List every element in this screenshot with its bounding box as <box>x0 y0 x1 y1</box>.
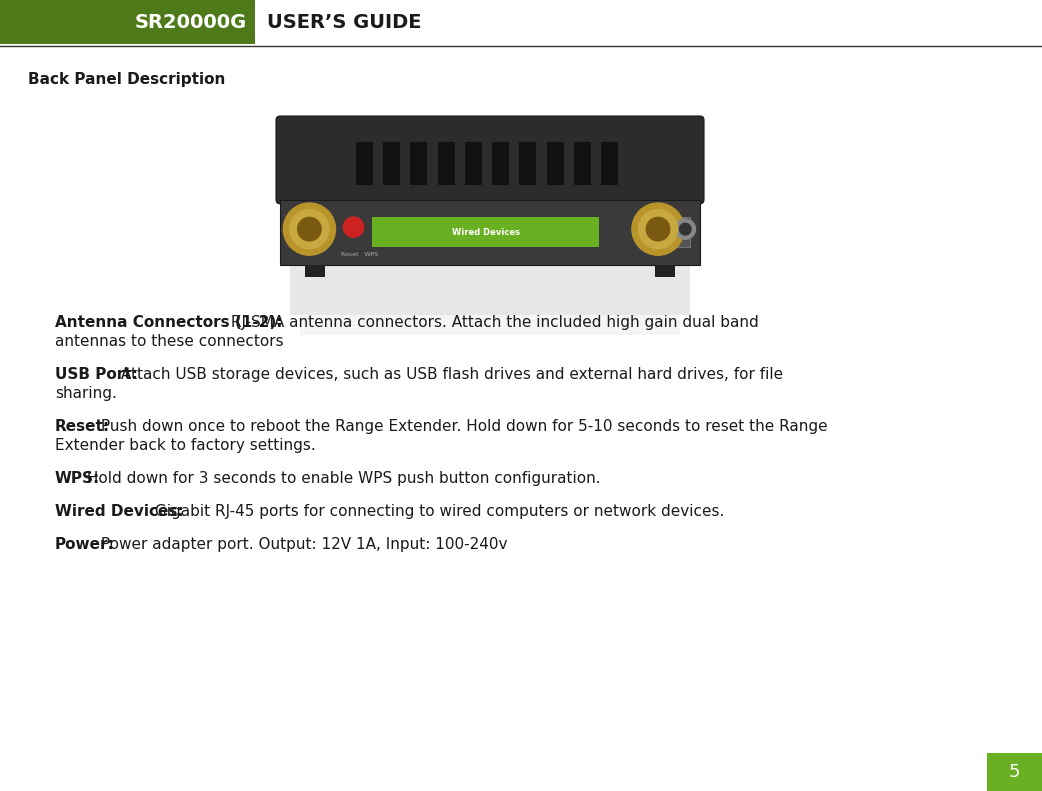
Text: Wired Devices: Wired Devices <box>452 228 520 237</box>
Text: Back Panel Description: Back Panel Description <box>28 72 225 87</box>
FancyBboxPatch shape <box>290 265 690 315</box>
FancyBboxPatch shape <box>438 142 454 185</box>
Text: Power adapter port. Output: 12V 1A, Input: 100-240v: Power adapter port. Output: 12V 1A, Inpu… <box>96 537 507 552</box>
FancyBboxPatch shape <box>300 310 680 335</box>
FancyBboxPatch shape <box>660 218 690 247</box>
Text: Wired Devices:: Wired Devices: <box>55 504 183 519</box>
FancyBboxPatch shape <box>0 0 255 44</box>
Circle shape <box>298 218 321 240</box>
FancyBboxPatch shape <box>574 142 591 185</box>
FancyBboxPatch shape <box>655 265 675 277</box>
FancyBboxPatch shape <box>411 142 427 185</box>
Text: Hold down for 3 seconds to enable WPS push button configuration.: Hold down for 3 seconds to enable WPS pu… <box>82 471 601 486</box>
FancyBboxPatch shape <box>276 116 704 204</box>
FancyBboxPatch shape <box>305 265 325 277</box>
FancyBboxPatch shape <box>372 218 599 247</box>
FancyBboxPatch shape <box>492 142 510 185</box>
Text: PWR: PWR <box>668 229 681 235</box>
Text: Antenna Connectors (1-2):: Antenna Connectors (1-2): <box>55 315 282 330</box>
Circle shape <box>639 210 677 248</box>
Text: Reset   WPS: Reset WPS <box>341 252 378 257</box>
Text: Reset:: Reset: <box>55 419 110 434</box>
Circle shape <box>675 219 695 239</box>
FancyBboxPatch shape <box>355 142 373 185</box>
Circle shape <box>290 210 329 248</box>
FancyBboxPatch shape <box>382 142 400 185</box>
FancyBboxPatch shape <box>547 142 564 185</box>
Text: antennas to these connectors: antennas to these connectors <box>55 334 283 349</box>
Text: Gigabit RJ-45 ports for connecting to wired computers or network devices.: Gigabit RJ-45 ports for connecting to wi… <box>150 504 725 519</box>
Text: 5: 5 <box>1009 763 1020 781</box>
Circle shape <box>283 203 336 255</box>
Text: SR20000G: SR20000G <box>135 13 247 32</box>
Text: Extender back to factory settings.: Extender back to factory settings. <box>55 438 316 453</box>
Circle shape <box>631 203 685 255</box>
FancyBboxPatch shape <box>987 753 1042 791</box>
Text: USB Port:: USB Port: <box>55 367 138 382</box>
Text: USER’S GUIDE: USER’S GUIDE <box>268 13 422 32</box>
FancyBboxPatch shape <box>465 142 481 185</box>
FancyBboxPatch shape <box>519 142 537 185</box>
Text: Attach USB storage devices, such as USB flash drives and external hard drives, f: Attach USB storage devices, such as USB … <box>117 367 784 382</box>
Circle shape <box>344 217 364 237</box>
Circle shape <box>646 218 670 240</box>
Text: WPS:: WPS: <box>55 471 100 486</box>
Text: Push down once to reboot the Range Extender. Hold down for 5-10 seconds to reset: Push down once to reboot the Range Exten… <box>96 419 827 434</box>
Circle shape <box>679 223 691 235</box>
FancyBboxPatch shape <box>601 142 618 185</box>
Text: Power:: Power: <box>55 537 115 552</box>
FancyBboxPatch shape <box>280 200 700 265</box>
Text: sharing.: sharing. <box>55 386 117 401</box>
Text: RJ-SMA antenna connectors. Attach the included high gain dual band: RJ-SMA antenna connectors. Attach the in… <box>225 315 759 330</box>
